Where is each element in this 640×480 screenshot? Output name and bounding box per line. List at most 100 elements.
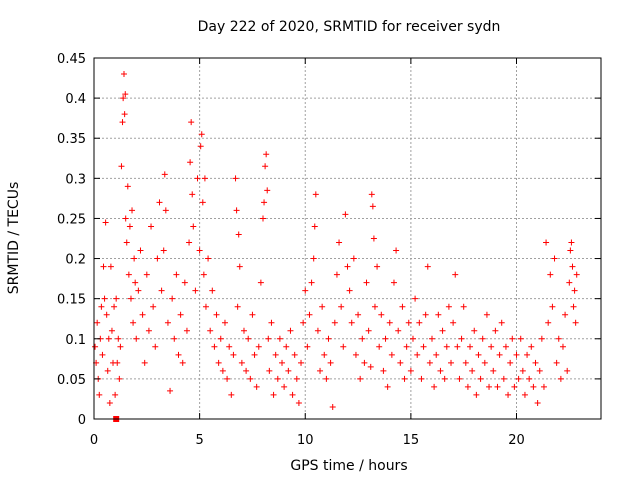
data-point [367, 363, 374, 370]
data-point [125, 271, 132, 278]
data-point [215, 359, 222, 366]
data-point [181, 279, 188, 286]
data-point [137, 247, 144, 254]
data-point [363, 279, 370, 286]
data-point [475, 351, 482, 358]
data-point [200, 271, 207, 278]
data-point [198, 131, 205, 138]
y-tick-label: 0.1 [65, 333, 86, 348]
data-point [479, 335, 486, 342]
data-point [571, 287, 578, 294]
data-point [197, 143, 204, 150]
data-point [517, 335, 524, 342]
data-point [263, 151, 270, 158]
data-point [219, 367, 226, 374]
data-point [319, 303, 326, 310]
x-axis-label: GPS time / hours [290, 458, 407, 474]
x-tick-label: 10 [297, 433, 314, 448]
data-point [245, 335, 252, 342]
data-point [386, 319, 393, 326]
data-point [113, 295, 120, 302]
data-point [393, 247, 400, 254]
data-point [456, 375, 463, 382]
data-point [103, 311, 110, 318]
data-point [361, 359, 368, 366]
data-point [270, 391, 277, 398]
data-point [221, 319, 228, 326]
data-point [416, 319, 423, 326]
data-point [370, 235, 377, 242]
data-point [167, 387, 174, 394]
data-point [376, 343, 383, 350]
data-point [257, 279, 264, 286]
data-point [187, 159, 194, 166]
x-tick-label: 5 [195, 433, 203, 448]
data-point [264, 187, 271, 194]
data-point [570, 303, 577, 310]
data-point [509, 335, 516, 342]
data-point [515, 375, 522, 382]
data-point [433, 351, 440, 358]
data-point [160, 247, 167, 254]
data-point [530, 383, 537, 390]
data-point [279, 359, 286, 366]
data-point [424, 263, 431, 270]
data-point [183, 327, 190, 334]
data-point [213, 311, 220, 318]
data-point [240, 327, 247, 334]
axis-ticks: 0 0.05 0.1 0.15 0.2 0.25 0.3 0.35 0.4 0.45 0 5 10 15 2… [57, 52, 601, 448]
data-point [127, 295, 134, 302]
data-point [325, 335, 332, 342]
data-point [342, 211, 349, 218]
data-point [350, 255, 357, 262]
data-point [228, 391, 235, 398]
x-tick-label: 0 [90, 433, 98, 448]
data-point [513, 351, 520, 358]
data-point [346, 287, 353, 294]
data-point [130, 319, 137, 326]
data-point [545, 319, 552, 326]
data-point [131, 255, 138, 262]
data-point [528, 343, 535, 350]
data-point [148, 223, 155, 230]
data-point [407, 367, 414, 374]
data-point [405, 319, 412, 326]
data-point [397, 359, 404, 366]
y-axis-label: SRMTID / TECUs [6, 182, 22, 295]
data-point [230, 351, 237, 358]
data-point [118, 163, 125, 170]
data-point [498, 319, 505, 326]
data-point [317, 367, 324, 374]
data-point [238, 359, 245, 366]
data-point [154, 255, 161, 262]
data-point [298, 359, 305, 366]
grid-lines [94, 58, 601, 419]
data-point [505, 391, 512, 398]
data-point [295, 399, 302, 406]
data-point [281, 383, 288, 390]
data-point [243, 367, 250, 374]
data-point [133, 335, 140, 342]
data-point [471, 327, 478, 334]
data-point [333, 271, 340, 278]
data-point [500, 375, 507, 382]
data-point [536, 367, 543, 374]
data-point [201, 175, 208, 182]
plot-frame [93, 57, 602, 420]
data-point [553, 359, 560, 366]
data-point [150, 303, 157, 310]
data-point [175, 351, 182, 358]
data-point [486, 383, 493, 390]
data-point [464, 383, 471, 390]
data-point [382, 335, 389, 342]
data-point [469, 367, 476, 374]
data-point [235, 231, 242, 238]
data-point [310, 255, 317, 262]
data-point [205, 255, 212, 262]
data-point [266, 367, 273, 374]
data-point [300, 319, 307, 326]
data-point [211, 343, 218, 350]
y-tick-label: 0.2 [65, 253, 86, 268]
data-point [443, 343, 450, 350]
data-point [247, 375, 254, 382]
